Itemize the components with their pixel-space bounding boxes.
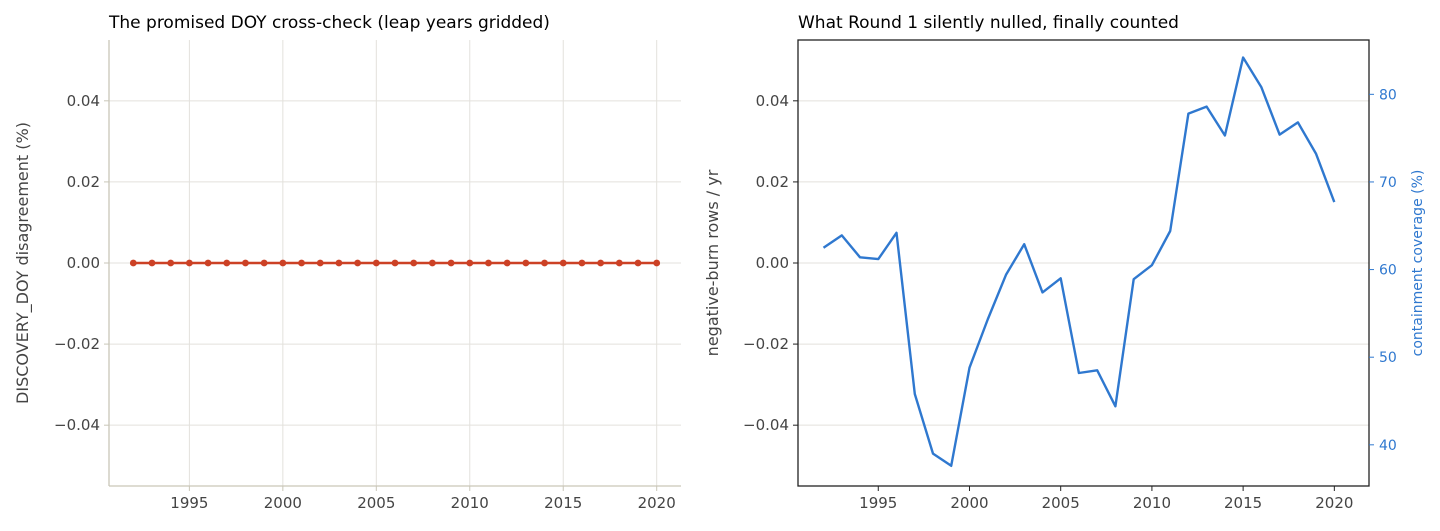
left-series-point bbox=[223, 259, 231, 267]
left-series-point bbox=[428, 259, 436, 267]
left-series-point bbox=[204, 259, 212, 267]
left-series-point bbox=[372, 259, 380, 267]
left-x-tick-label: 2010 bbox=[451, 494, 489, 512]
right-x-tick-label: 2020 bbox=[1315, 494, 1353, 512]
right-x-tick-label: 1995 bbox=[859, 494, 897, 512]
left-series-point bbox=[578, 259, 586, 267]
left-y-tick-label: 0.04 bbox=[67, 92, 100, 110]
left-series-point bbox=[316, 259, 324, 267]
right-chart: What Round 1 silently nulled, finally co… bbox=[703, 13, 1426, 512]
left-series-point bbox=[559, 259, 567, 267]
right-y-tick-label: 0.04 bbox=[756, 92, 789, 110]
right-x-tick-label: 2005 bbox=[1042, 494, 1080, 512]
left-series-point bbox=[391, 259, 399, 267]
right-y-ticks-left: −0.04 −0.02 0.00 0.02 0.04 bbox=[743, 92, 798, 434]
right-y-tick-label: 0.02 bbox=[756, 173, 789, 191]
left-series-point bbox=[466, 259, 474, 267]
left-x-tick-label: 1995 bbox=[170, 494, 208, 512]
left-series-point bbox=[129, 259, 137, 267]
left-series-point bbox=[410, 259, 418, 267]
right-x-tick-label: 2015 bbox=[1224, 494, 1262, 512]
right-y-tick-label: −0.04 bbox=[743, 416, 789, 434]
right-secondary-y-tick-label: 70 bbox=[1379, 175, 1397, 191]
left-chart: The promised DOY cross-check (leap years… bbox=[13, 13, 681, 512]
left-series-point bbox=[615, 259, 623, 267]
right-series bbox=[822, 56, 1336, 467]
left-series-point bbox=[447, 259, 455, 267]
left-x-tick-label: 2000 bbox=[264, 494, 302, 512]
left-series bbox=[129, 259, 661, 267]
left-x-ticks: 1995 2000 2005 2010 2015 2020 bbox=[170, 486, 676, 512]
right-series-line bbox=[822, 56, 1336, 467]
right-secondary-y-tick-label: 50 bbox=[1379, 350, 1397, 366]
right-x-tick-label: 2010 bbox=[1133, 494, 1171, 512]
left-series-point bbox=[335, 259, 343, 267]
right-x-tick-label: 2000 bbox=[950, 494, 988, 512]
left-series-point bbox=[279, 259, 287, 267]
left-x-tick-label: 2005 bbox=[357, 494, 395, 512]
left-y-tick-label: 0.02 bbox=[67, 173, 100, 191]
left-chart-title: The promised DOY cross-check (leap years… bbox=[108, 13, 550, 33]
left-series-point bbox=[503, 259, 511, 267]
left-series-point bbox=[260, 259, 268, 267]
left-series-point bbox=[522, 259, 530, 267]
right-secondary-y-tick-label: 40 bbox=[1379, 438, 1397, 454]
left-y-tick-label: −0.02 bbox=[54, 335, 100, 353]
left-x-tick-label: 2015 bbox=[544, 494, 582, 512]
left-series-point bbox=[634, 259, 642, 267]
left-x-tick-label: 2020 bbox=[638, 494, 676, 512]
left-series-point bbox=[485, 259, 492, 267]
right-grid bbox=[798, 100, 1369, 426]
right-chart-secondary-y-axis-label: containment coverage (%) bbox=[1410, 170, 1426, 357]
left-series-point bbox=[597, 259, 605, 267]
right-secondary-y-tick-label: 80 bbox=[1379, 87, 1397, 103]
left-series-point bbox=[298, 259, 305, 267]
right-y-ticks-right: 40 50 60 70 80 bbox=[1369, 87, 1397, 454]
left-series-point bbox=[242, 259, 249, 267]
left-y-tick-label: 0.00 bbox=[67, 254, 100, 272]
left-series-point bbox=[541, 259, 548, 267]
left-series-point bbox=[653, 259, 661, 267]
right-y-tick-label: 0.00 bbox=[756, 254, 789, 272]
left-y-ticks: −0.04 −0.02 0.00 0.02 0.04 bbox=[54, 92, 109, 434]
left-chart-y-axis-label: DISCOVERY_DOY disagreement (%) bbox=[13, 122, 33, 404]
left-y-tick-label: −0.04 bbox=[54, 416, 100, 434]
left-series-point bbox=[148, 259, 156, 267]
right-chart-title: What Round 1 silently nulled, finally co… bbox=[798, 13, 1179, 33]
right-chart-y-axis-label: negative-burn rows / yr bbox=[703, 169, 722, 356]
left-series-point bbox=[167, 259, 175, 267]
right-secondary-y-tick-label: 60 bbox=[1379, 263, 1397, 279]
left-series-point bbox=[185, 259, 193, 267]
right-y-tick-label: −0.02 bbox=[743, 335, 789, 353]
left-series-point bbox=[354, 259, 362, 267]
right-x-ticks: 1995 2000 2005 2010 2015 2020 bbox=[859, 486, 1353, 512]
